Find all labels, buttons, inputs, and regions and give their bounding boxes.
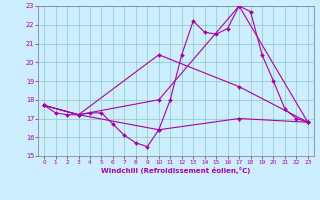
X-axis label: Windchill (Refroidissement éolien,°C): Windchill (Refroidissement éolien,°C) — [101, 167, 251, 174]
